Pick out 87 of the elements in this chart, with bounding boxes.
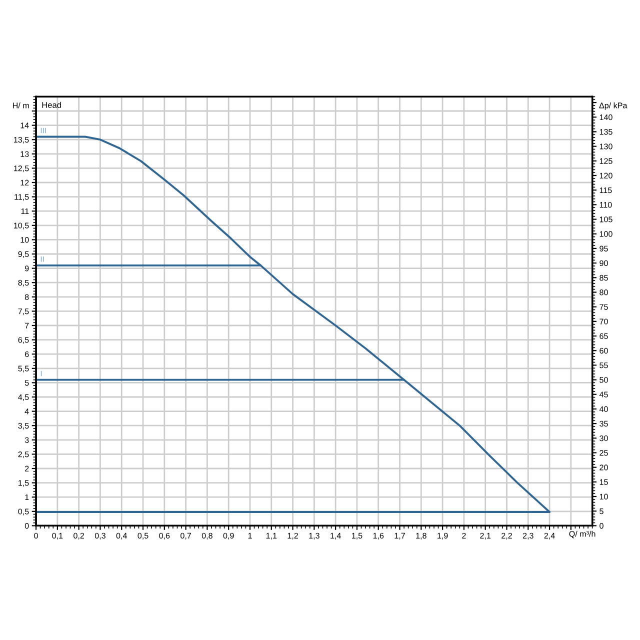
y2-tick-label: 25 [600, 450, 608, 456]
y2-tick-label: 90 [600, 260, 608, 266]
x-tick-label: 2 [462, 532, 466, 538]
y-tick-label: 1 [25, 494, 29, 500]
y2-tick-label: 85 [600, 274, 608, 281]
x-tick-label: 2,2 [502, 532, 512, 540]
y-tick-label: 0 [24, 522, 29, 529]
x-tick-label: 0,9 [223, 532, 234, 540]
x-tick-label: 1,8 [416, 532, 426, 540]
x-tick-label: 1 [248, 532, 252, 538]
y-tick-label: 3,5 [18, 422, 29, 430]
y-tick-label: 12,5 [14, 165, 29, 172]
y-tick-label: 7,5 [18, 308, 29, 316]
x-tick-label: 0,6 [159, 532, 170, 540]
y2-tick-label: 120 [600, 172, 612, 178]
y-tick-label: 12 [20, 180, 29, 186]
y2-tick-label: 135 [600, 129, 612, 135]
y-tick-label: 14 [20, 122, 29, 128]
y-tick-label: 4,5 [18, 394, 29, 401]
y-tick-label: 10,5 [14, 222, 29, 230]
y2-tick-label: 10 [600, 494, 608, 500]
y2-tick-label: 35 [600, 420, 608, 427]
y2-tick-label: 115 [600, 187, 612, 194]
y2-tick-label: 15 [600, 479, 608, 485]
x-tick-label: 1,3 [309, 532, 320, 540]
x-tick-label: 1,7 [394, 532, 405, 540]
x-axis-title: Q/ m³/h [569, 530, 596, 538]
x-tick-label: 2,3 [522, 532, 534, 540]
x-tick-label: 0 [34, 532, 38, 539]
y-tick-label: 2,5 [18, 451, 29, 458]
y-tick-label: 9,5 [18, 251, 29, 258]
y2-tick-label: 110 [600, 202, 612, 208]
y2-tick-label: 55 [600, 362, 608, 368]
y-tick-label: 11,5 [14, 194, 29, 201]
x-tick-label: 0,3 [94, 532, 106, 540]
x-tick-label: 0,1 [52, 532, 63, 540]
y2-tick-label: 100 [600, 231, 612, 237]
y2-tick-label: 30 [600, 435, 608, 442]
x-tick-label: 1,5 [352, 532, 362, 540]
y2-tick-label: 130 [600, 144, 612, 150]
y2-tick-label: 5 [600, 508, 604, 514]
y2-tick-label: 140 [600, 114, 612, 120]
y-tick-label: 2 [25, 466, 29, 472]
y-tick-label: 7 [25, 322, 29, 328]
x-tick-label: 0,5 [138, 532, 148, 540]
x-tick-label: 1,1 [266, 532, 277, 540]
x-tick-label: 1,6 [373, 532, 384, 540]
x-tick-label: 0,2 [74, 532, 84, 540]
y-tick-label: 1,5 [18, 480, 29, 487]
y-tick-label: 13,5 [14, 136, 29, 144]
x-tick-label: 0,8 [202, 532, 212, 540]
y-tick-label: 3 [24, 437, 29, 443]
y-tick-label: 9 [24, 266, 29, 272]
x-tick-label: 1,9 [438, 532, 448, 540]
y2-tick-label: 50 [600, 377, 608, 383]
x-tick-label: 1,2 [288, 532, 298, 540]
y-tick-label: 6,5 [18, 337, 29, 344]
y-tick-label: 5 [24, 380, 29, 386]
y2-tick-label: 45 [599, 392, 608, 398]
y2-tick-label: 80 [600, 290, 608, 296]
y-tick-label: 4 [24, 408, 29, 414]
y-tick-label: 0,5 [18, 508, 29, 516]
y2-tick-label: 60 [600, 348, 608, 354]
x-tick-label: 2,4 [544, 532, 555, 540]
y-axis-title: H/ m [13, 102, 29, 108]
y2-tick-label: 40 [599, 406, 608, 412]
y-tick-label: 6 [25, 351, 29, 358]
y-tick-label: 13 [20, 151, 29, 157]
y2-tick-label: 70 [600, 318, 608, 324]
y2-tick-label: 65 [600, 333, 608, 340]
y-tick-label: 8,5 [18, 280, 29, 287]
y2-tick-label: 125 [600, 158, 612, 164]
y2-axis-title: Δp/ kPa [599, 102, 628, 110]
y2-tick-label: 95 [600, 246, 608, 252]
y-tick-label: 11 [21, 208, 29, 214]
y-tick-label: 10 [20, 236, 29, 243]
y2-tick-label: 75 [600, 304, 608, 310]
y-tick-label: 5,5 [18, 366, 29, 372]
y-tick-label: 8 [24, 294, 29, 300]
y2-tick-label: 20 [600, 464, 608, 470]
y2-tick-label: 0 [600, 522, 604, 529]
y2-tick-label: 105 [600, 216, 612, 222]
annotation: Head [42, 102, 61, 108]
x-tick-label: 2,1 [480, 532, 491, 540]
x-tick-label: 0,7 [180, 532, 191, 540]
x-tick-label: 0,4 [116, 532, 127, 540]
x-tick-label: 1,4 [330, 532, 341, 540]
